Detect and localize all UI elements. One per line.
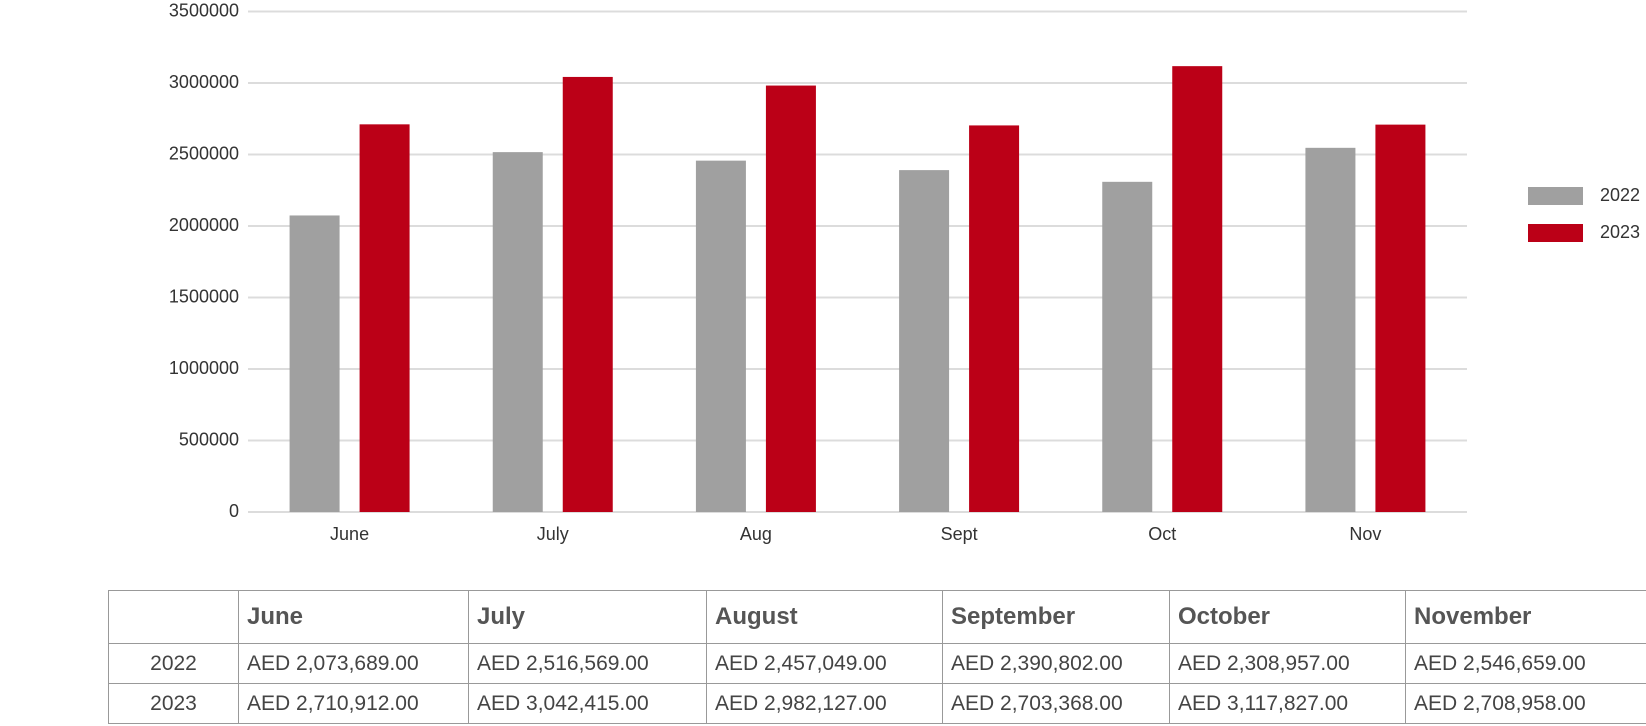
table-cell: AED 2,390,802.00 [942,643,1170,684]
bar [695,160,746,512]
row-label: 2023 [108,683,239,724]
bar [562,76,613,512]
table-cell: AED 2,982,127.00 [706,683,943,724]
y-tick-label: 2000000 [169,215,239,235]
y-tick-label: 2500000 [169,143,239,163]
header-cell: June [238,590,469,644]
y-tick-label: 0 [229,501,239,521]
x-tick-label: Sept [941,524,978,544]
table-cell: AED 2,073,689.00 [238,643,469,684]
legend-label: 2022 [1600,185,1640,205]
data-table: June July August September October November 2… [108,590,1646,724]
x-tick-label: July [537,524,569,544]
y-tick-label: 1500000 [169,286,239,306]
x-tick-label: Oct [1148,524,1176,544]
y-tick-label: 500000 [179,429,239,449]
legend-swatch [1528,187,1583,205]
table-row: 2022 AED 2,073,689.00 AED 2,516,569.00 AED … [108,643,1646,684]
corner-cell [108,590,239,644]
x-tick-label: Nov [1349,524,1381,544]
y-tick-label: 3500000 [169,0,239,20]
bar [289,215,340,513]
table-cell: AED 2,710,912.00 [238,683,469,724]
header-cell: October [1169,590,1406,644]
table-cell: AED 2,703,368.00 [942,683,1170,724]
table-row: 2023 AED 2,710,912.00 AED 3,042,415.00 AED … [108,683,1646,724]
header-cell: July [468,590,707,644]
table-cell: AED 2,516,569.00 [468,643,707,684]
header-cell: August [706,590,943,644]
header-row: June July August September October November [108,590,1646,644]
table-cell: AED 2,308,957.00 [1169,643,1406,684]
bar [765,85,816,512]
x-tick-label: June [330,524,369,544]
table-cell: AED 3,117,827.00 [1169,683,1406,724]
table-cell: AED 3,042,415.00 [468,683,707,724]
header-cell: September [942,590,1170,644]
legend-label: 2023 [1600,222,1640,242]
bar [359,124,410,512]
bar [492,152,543,513]
bar [1375,124,1426,512]
y-tick-label: 1000000 [169,358,239,378]
bar [1172,66,1223,512]
bar [1102,181,1153,512]
chart: 0 500000 1000000 1500000 2000000 2500000 30000… [169,0,1640,544]
table-cell: AED 2,708,958.00 [1405,683,1646,724]
bar [1305,147,1356,512]
x-tick-label: Aug [740,524,772,544]
bar [899,170,950,513]
legend-swatch [1528,224,1583,242]
table-cell: AED 2,546,659.00 [1405,643,1646,684]
table-cell: AED 2,457,049.00 [706,643,943,684]
row-label: 2022 [108,643,239,684]
y-tick-label: 3000000 [169,72,239,92]
header-cell: November [1405,590,1646,644]
bar [969,125,1020,513]
